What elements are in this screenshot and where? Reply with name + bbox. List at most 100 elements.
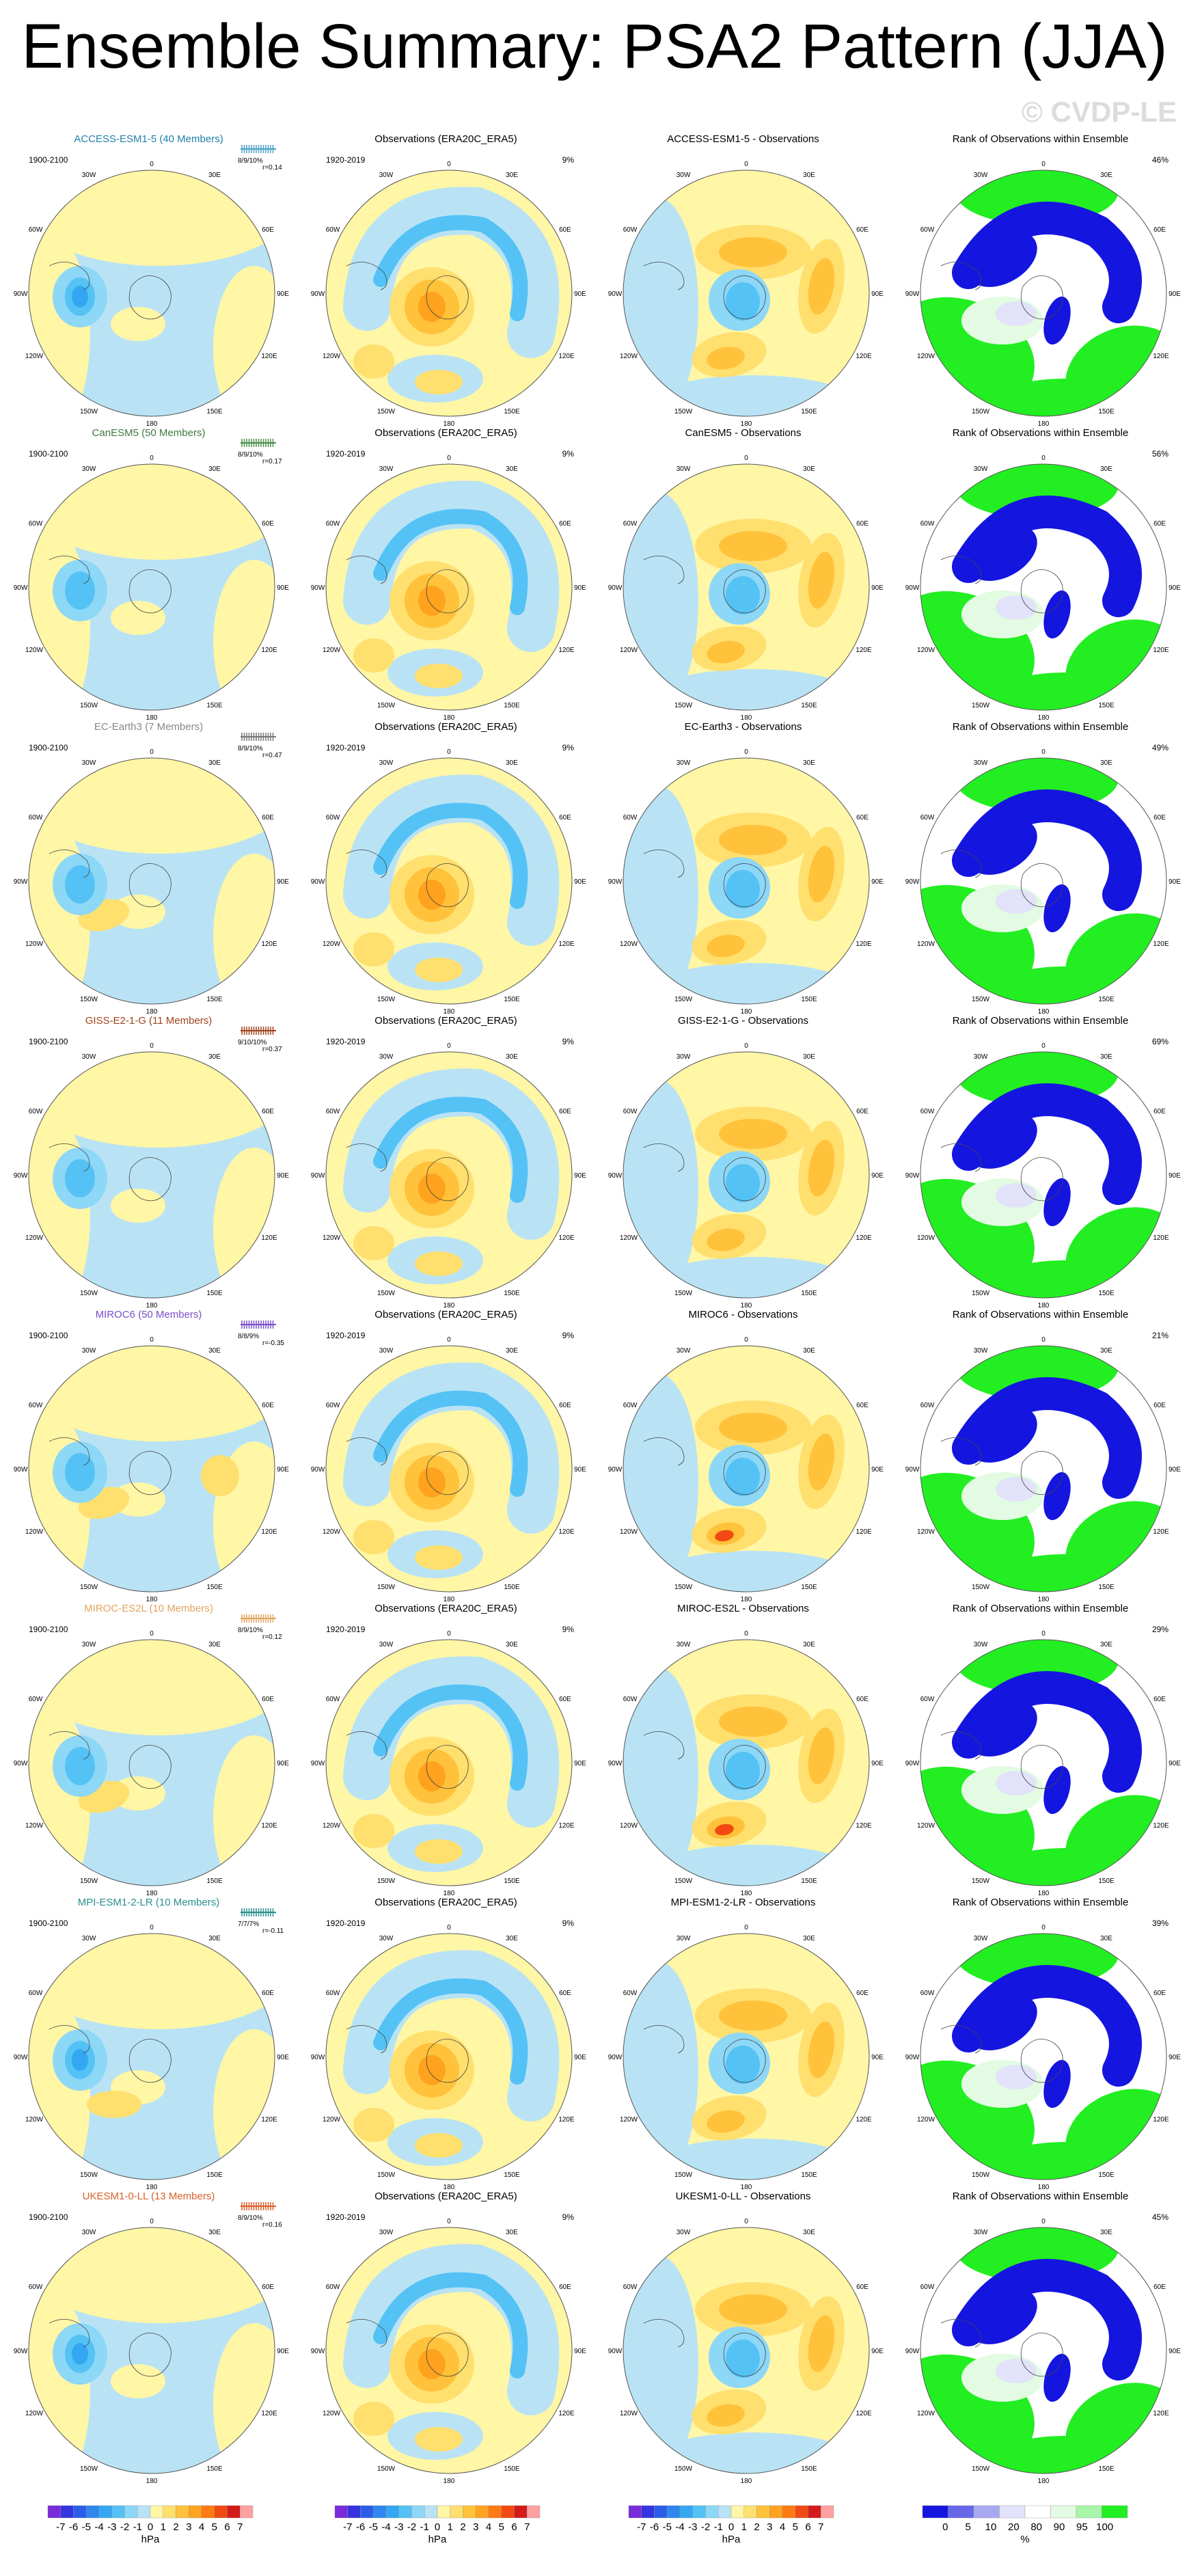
colorbar-tick-label: 7 xyxy=(524,2521,530,2533)
lon-label-bottom: 180 xyxy=(443,1008,455,1016)
lon-label-r2: 90E xyxy=(1168,878,1181,886)
positive-area xyxy=(719,2294,787,2324)
colorbar-unit: hPa xyxy=(722,2534,741,2545)
colorbar-swatch xyxy=(240,2505,254,2519)
negative-area xyxy=(651,375,856,416)
map-border xyxy=(920,2227,1167,2474)
lon-label-r3: 120E xyxy=(558,940,575,948)
panel-title: MIROC-ES2L (10 Members) xyxy=(84,1603,213,1614)
lon-label-ur: 30E xyxy=(506,465,518,473)
positive-area xyxy=(719,237,787,267)
lon-label-l4: 150W xyxy=(80,408,98,416)
lon-label-l1: 60W xyxy=(920,1402,935,1409)
lon-label-r1: 60E xyxy=(262,520,274,528)
lon-label-top: 0 xyxy=(447,1924,451,1931)
variance-stats: 7/7/7% xyxy=(238,1921,260,1928)
lon-label-r1: 60E xyxy=(856,520,869,528)
polar-map: 0 180 30W 30E 60W 60E 90W 90E 120W 120E 150W 150E xyxy=(608,2218,884,2485)
map-border xyxy=(28,2227,275,2474)
lon-label-r4: 150E xyxy=(206,1290,223,1297)
lon-label-l2: 90W xyxy=(311,290,325,298)
lon-label-r2: 90E xyxy=(574,2054,586,2061)
lon-label-r1: 60E xyxy=(856,226,869,234)
lon-label-r2: 90E xyxy=(871,1466,884,1474)
panel-title: Observations (ERA20C_ERA5) xyxy=(374,1309,517,1320)
positive-area xyxy=(111,601,165,635)
colorbar-swatch xyxy=(124,2505,138,2519)
colorbar-swatch xyxy=(463,2505,476,2519)
negative-area xyxy=(726,2046,760,2084)
lon-label-r4: 150E xyxy=(1098,2171,1115,2179)
lon-label-l1: 60W xyxy=(920,1696,935,1703)
colorbar-swatch xyxy=(654,2505,668,2519)
lon-label-top: 0 xyxy=(1041,1336,1046,1344)
contour-band xyxy=(343,480,560,652)
positive-area xyxy=(707,640,745,664)
coastline xyxy=(49,1731,172,1789)
percent-value: 56% xyxy=(1151,449,1168,459)
rank-low-area xyxy=(968,525,1037,581)
colorbar-tick-label: -6 xyxy=(356,2521,365,2533)
map-border xyxy=(920,1933,1167,2180)
map-border xyxy=(623,1933,870,2180)
lon-label-bottom: 180 xyxy=(443,1596,455,1603)
lon-label-bottom: 180 xyxy=(146,420,158,428)
lon-label-ur: 30E xyxy=(208,1347,221,1355)
map-border xyxy=(623,463,870,711)
lon-label-bottom: 180 xyxy=(1038,1890,1050,1897)
lon-label-l2: 90W xyxy=(608,2348,623,2355)
lon-label-l4: 150W xyxy=(377,1877,396,1885)
percent-value: 9% xyxy=(562,449,574,459)
colorbar-tick-label: -1 xyxy=(714,2521,723,2533)
lon-label-r3: 120E xyxy=(558,1822,575,1830)
lon-label-r1: 60E xyxy=(1153,1402,1166,1409)
map-border xyxy=(623,1345,870,1592)
colorbar-tick-label: 100 xyxy=(1096,2521,1113,2533)
map-border xyxy=(28,1639,275,1886)
rank-high-area xyxy=(989,379,1139,416)
lon-label-ur: 30E xyxy=(1100,1641,1112,1649)
colorbar-swatch xyxy=(373,2505,387,2519)
panel-title: Rank of Observations within Ensemble xyxy=(952,1015,1129,1027)
panel-row: UKESM1-0-LL (13 Members) 1900-2100 8/9/10%… xyxy=(0,2191,1189,2491)
lon-label-l1: 60W xyxy=(326,520,340,528)
panel-title: MPI-ESM1-2-LR - Observations xyxy=(670,1897,816,1908)
polar-map: 0 180 30W 30E 60W 60E 90W 90E 120W 120E 150W 150E xyxy=(311,1924,587,2191)
lon-label-bottom: 180 xyxy=(1038,1008,1050,1016)
lon-label-l2: 90W xyxy=(608,290,623,298)
contour-band xyxy=(343,1068,560,1240)
lon-label-ul: 30W xyxy=(82,172,96,179)
lon-label-r3: 120E xyxy=(1153,2410,1169,2417)
lon-label-r4: 150E xyxy=(801,408,817,416)
lon-label-r2: 90E xyxy=(277,1760,289,1767)
colorbar-tick-label: 95 xyxy=(1076,2521,1088,2533)
lon-label-l4: 150W xyxy=(80,1877,98,1885)
lon-label-l3: 120W xyxy=(323,2116,341,2124)
lon-label-ul: 30W xyxy=(676,172,691,179)
negative-area xyxy=(65,1747,95,1785)
variance-stats: 8/9/10% xyxy=(238,1627,263,1634)
lon-label-top: 0 xyxy=(150,161,154,168)
map-panel-diff: UKESM1-0-LL - Observations 0 180 30W 30E 60W 6… xyxy=(594,2191,892,2491)
map-border xyxy=(623,2227,870,2474)
lon-label-bottom: 180 xyxy=(1038,714,1050,722)
coastline xyxy=(940,262,1063,320)
map-panel-obs: Observations (ERA20C_ERA5) 1920-2019 9% 0 18… xyxy=(297,1603,594,1903)
lon-label-l3: 120W xyxy=(917,1822,935,1830)
lon-label-l2: 90W xyxy=(905,1172,920,1180)
contour-band xyxy=(343,1656,560,1828)
lon-label-top: 0 xyxy=(744,1042,748,1050)
lon-label-l4: 150W xyxy=(80,2171,98,2179)
colorbar-tick-label: 5 xyxy=(499,2521,504,2533)
negative-area xyxy=(72,2343,88,2365)
colorbar-swatch xyxy=(808,2505,821,2519)
positive-area xyxy=(719,1119,787,1149)
lon-label-l3: 120W xyxy=(917,1528,935,1536)
colorbar-tick-label: 6 xyxy=(224,2521,230,2533)
lon-label-r1: 60E xyxy=(559,520,571,528)
map-panel-obs: Observations (ERA20C_ERA5) 1920-2019 9% 0 18… xyxy=(297,721,594,1022)
lon-label-top: 0 xyxy=(1041,1630,1046,1638)
coastline xyxy=(49,1437,172,1495)
contour-band xyxy=(343,774,560,946)
lon-label-bottom: 180 xyxy=(146,1302,158,1310)
